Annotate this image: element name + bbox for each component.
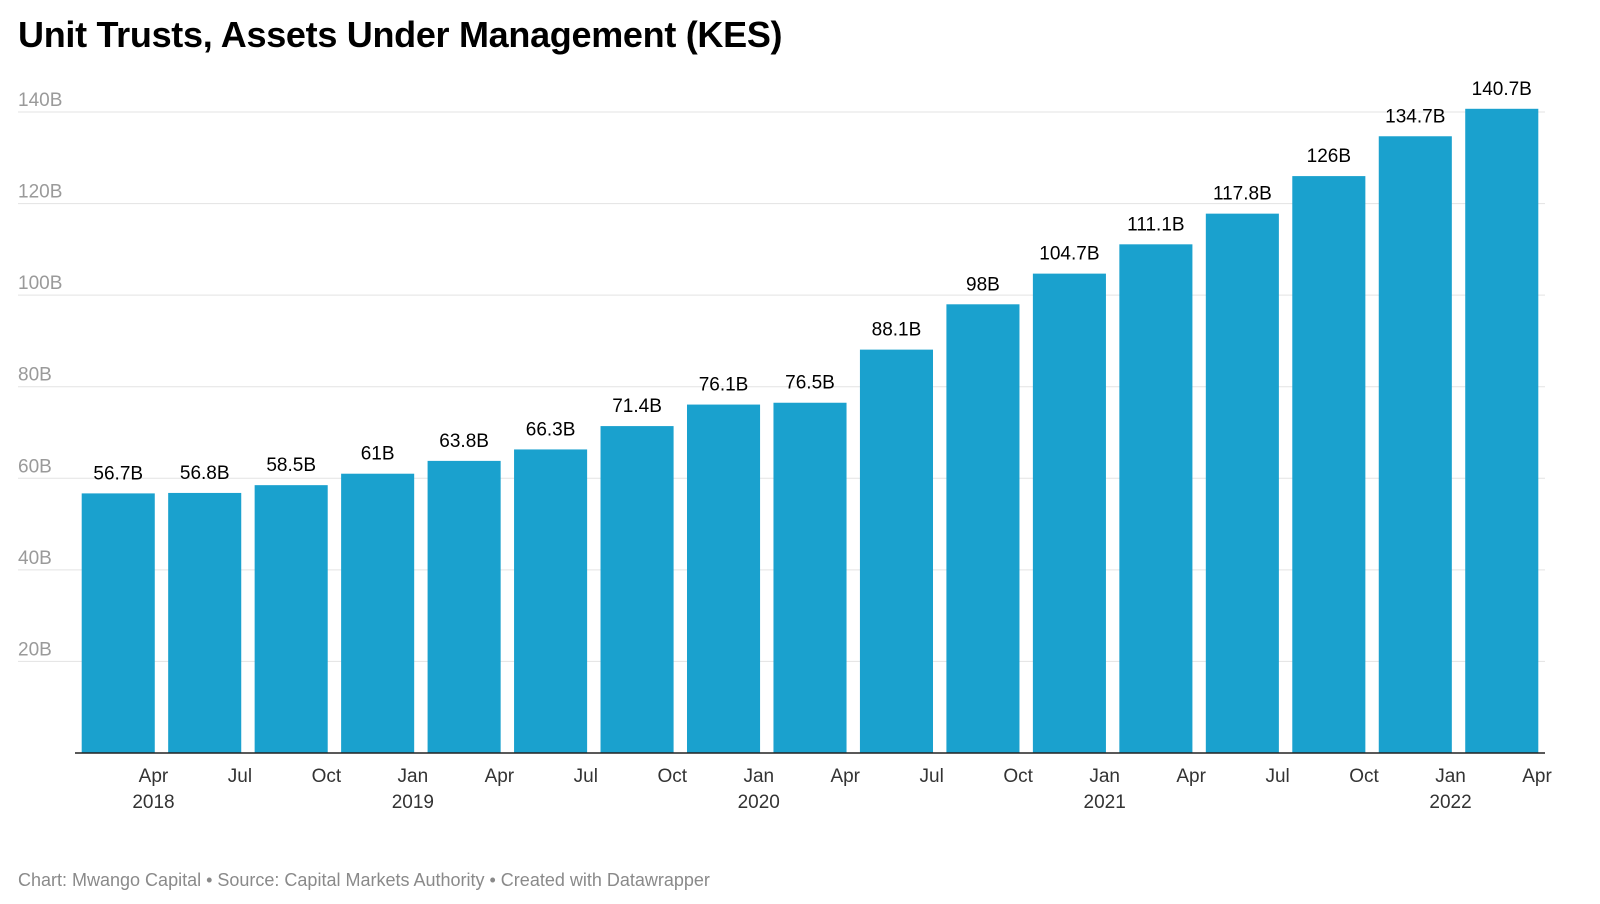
- x-axis-ticks: Apr Jul Oct Jan Apr Jul Oct Jan Apr Jul Oct Jan Apr J…: [132, 766, 1552, 813]
- bar-value-label: 58.5B: [266, 455, 316, 476]
- bar-value-label: 104.7B: [1039, 244, 1099, 265]
- bars: [81, 108, 1539, 754]
- bar-apr-2019: [427, 460, 501, 753]
- bar-value-label: 66.3B: [526, 419, 576, 440]
- x-year-label: 2021: [1084, 792, 1126, 813]
- y-tick-label: 60B: [18, 456, 52, 477]
- bar-jan-2019: [341, 473, 415, 753]
- x-tick-label: Jul: [1265, 766, 1289, 787]
- bar-value-label: 117.8B: [1213, 184, 1272, 205]
- bar-apr-2020: [773, 402, 847, 753]
- bar-value-label: 71.4B: [612, 396, 662, 417]
- x-tick-label: Jul: [228, 766, 252, 787]
- bar-value-label: 56.7B: [93, 463, 143, 484]
- bar-oct-2019: [600, 426, 674, 753]
- bar-value-label: 76.5B: [785, 373, 835, 394]
- y-axis-ticks: 20B 40B 60B 80B 100B 120B 140B: [18, 90, 62, 660]
- y-tick-label: 100B: [18, 273, 62, 294]
- bar-value-labels: 56.7B 56.8B 58.5B 61B 63.8B 66.3B 71.4B 76.1B 76…: [93, 79, 1531, 485]
- bar-value-label: 111.1B: [1127, 214, 1184, 235]
- x-tick-label: Apr: [485, 766, 515, 787]
- x-tick-label: Oct: [658, 766, 688, 787]
- x-tick-label: Jan: [1435, 766, 1466, 787]
- x-year-label: 2018: [132, 792, 174, 813]
- bar-value-label: 88.1B: [872, 320, 922, 341]
- y-tick-label: 140B: [18, 90, 62, 111]
- x-tick-label: Oct: [312, 766, 342, 787]
- x-tick-label: Oct: [1003, 766, 1033, 787]
- bar-jan-2020: [686, 404, 761, 753]
- bar-oct-2018: [254, 485, 328, 753]
- chart-title: Unit Trusts, Assets Under Management (KE…: [18, 14, 783, 55]
- bar-jul-2021: [1205, 213, 1279, 753]
- bar-value-label: 140.7B: [1472, 79, 1532, 100]
- bar-value-label: 126B: [1307, 146, 1351, 167]
- bar-value-label: 134.7B: [1385, 106, 1445, 127]
- y-tick-label: 40B: [18, 548, 52, 569]
- x-year-label: 2022: [1429, 792, 1471, 813]
- x-tick-label: Jan: [398, 766, 429, 787]
- x-tick-label: Jul: [574, 766, 598, 787]
- bar-jan-2022: [1378, 136, 1452, 754]
- bar-value-label: 56.8B: [180, 463, 230, 484]
- bar-value-label: 61B: [361, 444, 395, 465]
- bar-jul-2018: [168, 492, 242, 753]
- bar-apr-2018: [81, 493, 155, 753]
- y-tick-label: 80B: [18, 365, 52, 386]
- bar-jan-2021: [1032, 273, 1106, 753]
- x-tick-label: Apr: [139, 766, 169, 787]
- x-year-label: 2019: [392, 792, 434, 813]
- y-tick-label: 20B: [18, 639, 52, 660]
- x-tick-label: Oct: [1349, 766, 1379, 787]
- bar-value-label: 98B: [966, 274, 1000, 295]
- x-tick-label: Jul: [920, 766, 944, 787]
- x-tick-label: Apr: [1176, 766, 1206, 787]
- x-tick-label: Apr: [1522, 766, 1552, 787]
- bar-value-label: 76.1B: [699, 375, 749, 396]
- bar-apr-2022: [1465, 108, 1539, 754]
- x-tick-label: Jan: [1089, 766, 1120, 787]
- bar-value-label: 63.8B: [439, 431, 489, 452]
- bar-apr-2021: [1119, 244, 1193, 753]
- bar-jul-2020: [859, 349, 934, 753]
- bar-oct-2020: [946, 304, 1020, 753]
- chart-credit-footer: Chart: Mwango Capital • Source: Capital …: [18, 870, 710, 890]
- x-tick-label: Jan: [743, 766, 774, 787]
- x-tick-label: Apr: [830, 766, 860, 787]
- bar-oct-2021: [1292, 176, 1366, 754]
- x-year-label: 2020: [738, 792, 780, 813]
- y-tick-label: 120B: [18, 182, 62, 203]
- bar-jul-2019: [514, 449, 588, 753]
